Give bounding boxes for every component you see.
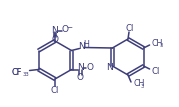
Text: 3: 3 — [25, 72, 28, 77]
Text: N: N — [52, 26, 58, 35]
Text: CF: CF — [11, 68, 21, 77]
Text: O: O — [86, 63, 93, 73]
Text: Cl: Cl — [126, 24, 134, 33]
Text: O: O — [62, 25, 69, 34]
Text: N: N — [78, 42, 85, 51]
Text: O: O — [77, 74, 84, 82]
Text: H: H — [83, 39, 89, 48]
Text: Cl: Cl — [51, 86, 59, 95]
Text: N: N — [106, 62, 113, 71]
Text: 3: 3 — [23, 71, 26, 77]
Text: −: − — [66, 25, 72, 31]
Text: O: O — [52, 36, 59, 45]
Text: 3: 3 — [141, 83, 144, 88]
Text: CF: CF — [11, 68, 21, 77]
Text: CH: CH — [152, 39, 163, 48]
Text: Cl: Cl — [151, 66, 160, 76]
Text: N: N — [77, 63, 84, 73]
Text: 3: 3 — [160, 42, 163, 48]
Text: CH: CH — [133, 80, 144, 88]
